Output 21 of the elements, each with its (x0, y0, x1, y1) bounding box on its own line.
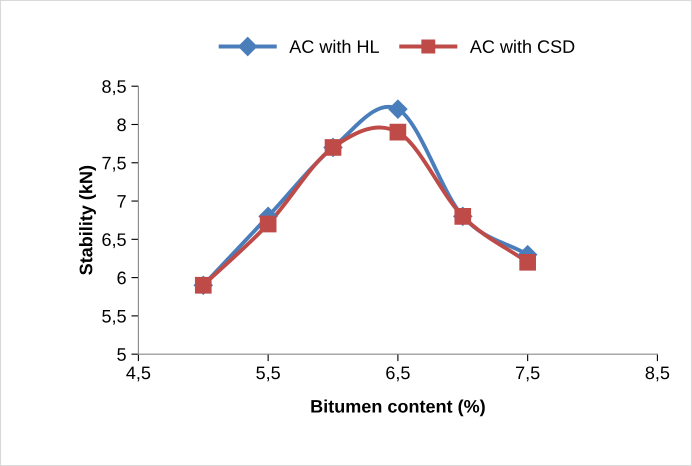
y-tick-label: 7 (117, 195, 126, 208)
x-tick-label: 4,5 (126, 366, 150, 382)
y-tick-label: 7,5 (102, 156, 126, 172)
point (390, 124, 406, 140)
y-tick-label: 6 (117, 272, 126, 284)
x-tick-label: 8,5 (646, 366, 670, 382)
x-tick-label: 5,5 (256, 366, 280, 382)
y-tick-label: 6,5 (102, 233, 126, 248)
x-tick-label: 6,5 (386, 366, 410, 382)
legend-label: AC with CSD (470, 40, 574, 53)
x-axis-title: Bitumen content (%) (311, 399, 485, 416)
point (260, 216, 276, 232)
legend-label: AC with HL (289, 40, 379, 53)
point (388, 100, 408, 119)
point (519, 254, 536, 271)
y-tick-label: 8 (117, 118, 126, 132)
x-tick-label: 7,5 (516, 366, 540, 382)
y-tick-label: 8,5 (102, 80, 126, 96)
y-axis-title: Stability (kN) (79, 166, 96, 275)
y-tick-label: 5 (117, 348, 126, 361)
y-tick-label: 5,5 (102, 310, 126, 325)
